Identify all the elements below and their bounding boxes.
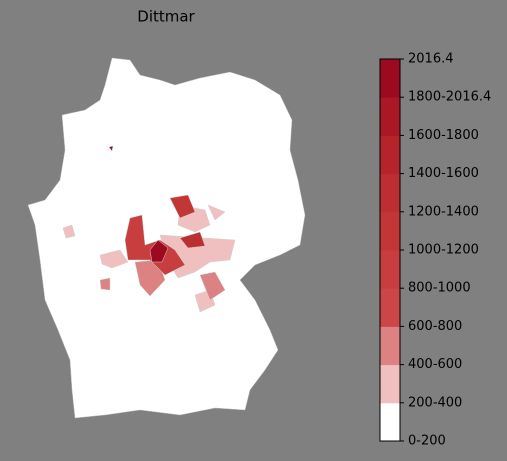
map-title: Dittmar [137,8,195,26]
colorbar-label: 2016.4 [408,52,454,67]
region [108,145,114,152]
colorbar-label: 200-400 [408,395,462,410]
colorbar-label: 400-600 [408,357,462,372]
germany-map [27,57,306,419]
region [62,224,76,239]
colorbar-segment [379,134,401,175]
colorbar: 0-200 200-400 400-600 600-800 800-1000 1000-1… [379,52,491,449]
region [149,239,169,263]
region [199,271,226,301]
colorbar-segment [379,58,401,98]
colorbar-segment [379,249,401,289]
region [207,204,226,221]
colorbar-label: 1600-1800 [408,128,479,143]
region [99,249,129,269]
colorbar-segment [379,364,401,404]
colorbar-segment [379,211,401,251]
colorbar-label: 0-200 [408,434,446,449]
colorbar-label: 1400-1600 [408,166,479,181]
colorbar-segment [379,287,401,327]
colorbar-label: 800-1000 [408,281,471,296]
colorbar-label: 1800-2016.4 [408,90,491,105]
region [179,231,206,249]
region [99,277,111,291]
colorbar-segment [379,402,401,442]
colorbar-segment [379,96,401,136]
colorbar-label: 1200-1400 [408,204,479,219]
colorbar-segment [379,325,401,366]
region [169,194,196,219]
colorbar-segment [379,173,401,213]
colorbar-label: 1000-1200 [408,243,479,258]
colorbar-label: 600-800 [408,319,462,334]
